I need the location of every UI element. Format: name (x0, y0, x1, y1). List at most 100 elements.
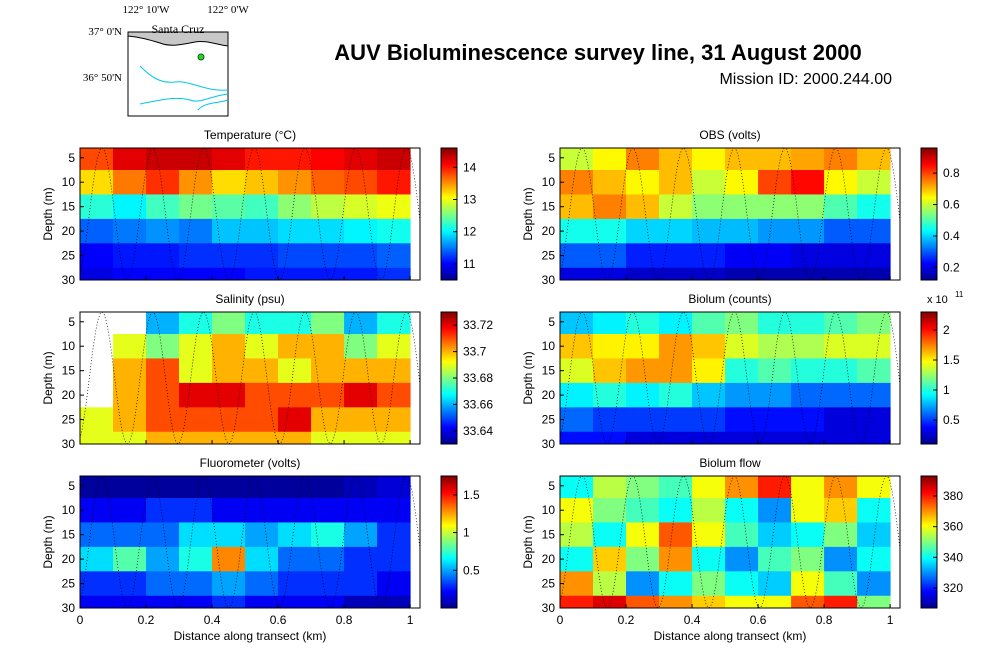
place-label: Santa Cruz (152, 22, 205, 36)
plot-frame (559, 147, 901, 281)
heatmap-cell (758, 334, 792, 359)
heatmap-cell (146, 194, 180, 220)
x-tick-label: 0 (77, 613, 84, 627)
heatmap-cell (245, 498, 279, 523)
heatmap-cell (179, 243, 213, 269)
colorbar-tick-label: 340 (943, 550, 963, 564)
heatmap-cell (659, 407, 693, 433)
heatmap-cell (824, 595, 858, 608)
heatmap-cell (593, 358, 627, 384)
heatmap-cell (824, 382, 858, 408)
heatmap-cell (80, 267, 114, 280)
heatmap-cell (179, 476, 213, 499)
colorbar-tick-label: 0.8 (943, 166, 960, 180)
heatmap-cell (80, 170, 114, 195)
heatmap-cell (113, 595, 147, 608)
heatmap-cell (791, 571, 825, 597)
figure-title: AUV Bioluminescence survey line, 31 Augu… (334, 40, 861, 65)
heatmap-cell (725, 334, 759, 359)
heatmap-cell (857, 148, 891, 171)
y-tick-label: 20 (542, 552, 556, 566)
y-tick-label: 15 (542, 364, 556, 378)
plot-frame (79, 475, 421, 609)
y-tick-label: 10 (62, 175, 76, 189)
heatmap-cell (278, 571, 312, 597)
heatmap-cell (791, 243, 825, 269)
heatmap-cell (857, 522, 891, 548)
heatmap-cell (311, 522, 345, 548)
heatmap-cell (626, 476, 660, 499)
heatmap-cell (659, 546, 693, 572)
heatmap-cell (212, 148, 246, 171)
x-tick-label: 0.2 (618, 613, 635, 627)
heatmap-cell (377, 334, 411, 359)
heatmap-cell (311, 498, 345, 523)
y-tick-label: 5 (68, 151, 75, 165)
heatmap-cell (146, 148, 180, 171)
heatmap-cell (179, 546, 213, 572)
y-tick-label: 15 (542, 200, 556, 214)
heatmap-cell (824, 243, 858, 269)
heatmap-cell (824, 571, 858, 597)
heatmap-cell (758, 194, 792, 220)
heatmap-cell (725, 431, 759, 444)
map-inset: Santa Cruz 122° 10'W 122° 0'W 37° 0'N 36… (83, 4, 249, 117)
heatmap-cell (146, 267, 180, 280)
heatmap-cell (344, 194, 378, 220)
heatmap-cell (311, 382, 345, 408)
heatmap-cell (377, 546, 411, 572)
panel: 5 10 15 20 25 30 OBS (volts) Depth (m) 0.2 0.4 0.6… (521, 128, 960, 287)
heatmap-cell (311, 407, 345, 433)
heatmap-cell (278, 267, 312, 280)
heatmap-cell (377, 595, 411, 608)
y-tick-label: 25 (542, 577, 556, 591)
heatmap-cell (80, 431, 114, 444)
y-axis-label: Depth (m) (521, 515, 535, 568)
heatmap-cell (857, 546, 891, 572)
heatmap-cell (245, 267, 279, 280)
colorbar-tick-label: 320 (943, 581, 963, 595)
x-tick-label: 0 (557, 613, 564, 627)
y-tick-label: 15 (62, 364, 76, 378)
heatmap-cell (560, 498, 594, 523)
heatmap-cell (692, 382, 726, 408)
heatmap-cell (560, 476, 594, 499)
heatmap-cell (725, 243, 759, 269)
y-tick-label: 30 (62, 437, 76, 451)
heatmap-cell (791, 476, 825, 499)
colorbar-tick-label: 33.7 (463, 345, 487, 359)
heatmap-cell (857, 595, 891, 608)
heatmap-cell (560, 546, 594, 572)
heatmap-cell (80, 194, 114, 220)
heatmap-cell (113, 194, 147, 220)
panel-title: OBS (volts) (699, 128, 760, 142)
figure-subtitle: Mission ID: 2000.244.00 (719, 71, 892, 88)
heatmap-cell (692, 522, 726, 548)
heatmap-cell (278, 194, 312, 220)
heatmap-cell (758, 382, 792, 408)
heatmap-cell (311, 571, 345, 597)
heatmap-cell (113, 522, 147, 548)
heatmap-cell (146, 476, 180, 499)
heatmap-cell (593, 595, 627, 608)
heatmap-cell (791, 194, 825, 220)
heatmap-cell (725, 595, 759, 608)
heatmap-cell (212, 170, 246, 195)
y-tick-label: 30 (542, 273, 556, 287)
heatmap-cell (344, 312, 378, 335)
heatmap-cell (245, 431, 279, 444)
heatmap-cell (626, 148, 660, 171)
heatmap-cell (245, 243, 279, 269)
heatmap-cell (113, 546, 147, 572)
heatmap-cell (791, 267, 825, 280)
heatmap-cell (692, 312, 726, 335)
heatmap-cell (80, 546, 114, 572)
heatmap-cell (377, 267, 411, 280)
colorbar-tick-label: 0.6 (943, 198, 960, 212)
heatmap-cell (80, 243, 114, 269)
heatmap-cell (857, 571, 891, 597)
heatmap-cell (311, 546, 345, 572)
heatmap-cell (560, 595, 594, 608)
heatmap-cell (560, 267, 594, 280)
